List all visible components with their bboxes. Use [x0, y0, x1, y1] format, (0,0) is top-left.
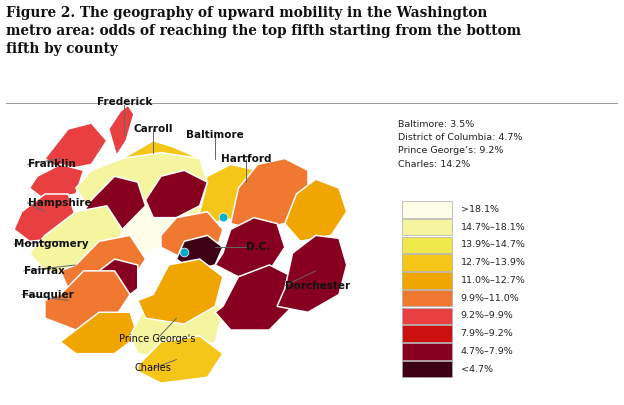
Polygon shape [215, 265, 293, 330]
Text: Baltimore: Baltimore [187, 130, 244, 140]
Text: 7.9%–9.2%: 7.9%–9.2% [461, 329, 514, 338]
Point [218, 214, 228, 220]
Polygon shape [109, 105, 134, 156]
Polygon shape [145, 171, 207, 217]
Polygon shape [14, 194, 76, 241]
Text: 12.7%–13.9%: 12.7%–13.9% [461, 258, 525, 267]
Text: Franklin: Franklin [27, 160, 76, 169]
Bar [402, 325, 452, 342]
Polygon shape [61, 235, 145, 294]
Text: <4.7%: <4.7% [461, 364, 492, 373]
Bar [402, 201, 452, 217]
Bar [402, 290, 452, 306]
Text: 4.7%–7.9%: 4.7%–7.9% [461, 347, 514, 356]
Polygon shape [285, 179, 347, 241]
Polygon shape [192, 164, 258, 224]
Polygon shape [29, 164, 84, 200]
Polygon shape [107, 141, 207, 217]
Polygon shape [76, 259, 138, 306]
Polygon shape [161, 212, 223, 259]
Text: Figure 2. The geography of upward mobility in the Washington
metro area: odds of: Figure 2. The geography of upward mobili… [6, 6, 522, 56]
Text: >18.1%: >18.1% [461, 205, 499, 214]
Bar [402, 343, 452, 360]
Bar [402, 307, 452, 324]
Text: Prince George's: Prince George's [119, 334, 195, 344]
Bar [402, 254, 452, 271]
Bar [402, 361, 452, 377]
Bar [402, 272, 452, 289]
Text: Carroll: Carroll [134, 124, 173, 134]
Text: Fauquier: Fauquier [22, 290, 74, 300]
Text: Dorchester: Dorchester [285, 281, 350, 291]
Point [179, 248, 189, 255]
Text: 9.2%–9.9%: 9.2%–9.9% [461, 311, 514, 320]
Polygon shape [45, 271, 130, 330]
Polygon shape [215, 217, 285, 277]
Polygon shape [138, 259, 223, 324]
Polygon shape [231, 158, 308, 230]
Bar [402, 237, 452, 253]
Polygon shape [76, 153, 207, 235]
Polygon shape [45, 123, 107, 171]
Text: Montgomery: Montgomery [14, 239, 89, 249]
Text: Hartford: Hartford [221, 153, 271, 164]
Polygon shape [107, 200, 192, 253]
Polygon shape [61, 312, 138, 354]
Text: Charles: Charles [135, 363, 172, 373]
Text: D.C.: D.C. [246, 242, 270, 252]
Text: 9.9%–11.0%: 9.9%–11.0% [461, 294, 519, 303]
Text: 14.7%–18.1%: 14.7%–18.1% [461, 223, 525, 232]
Text: Baltimore: 3.5%
District of Columbia: 4.7%
Prince George’s: 9.2%
Charles: 14.2%: Baltimore: 3.5% District of Columbia: 4.… [397, 120, 522, 169]
Polygon shape [29, 206, 122, 277]
Bar [402, 219, 452, 235]
Text: 13.9%–14.7%: 13.9%–14.7% [461, 240, 525, 249]
Polygon shape [138, 336, 223, 383]
Polygon shape [277, 235, 347, 312]
Text: 11.0%–12.7%: 11.0%–12.7% [461, 276, 525, 285]
Text: Hampshire: Hampshire [27, 198, 91, 208]
Polygon shape [84, 176, 145, 230]
Text: Frederick: Frederick [97, 97, 152, 107]
Text: Fairfax: Fairfax [24, 266, 64, 276]
Polygon shape [177, 235, 223, 271]
Polygon shape [130, 289, 223, 360]
